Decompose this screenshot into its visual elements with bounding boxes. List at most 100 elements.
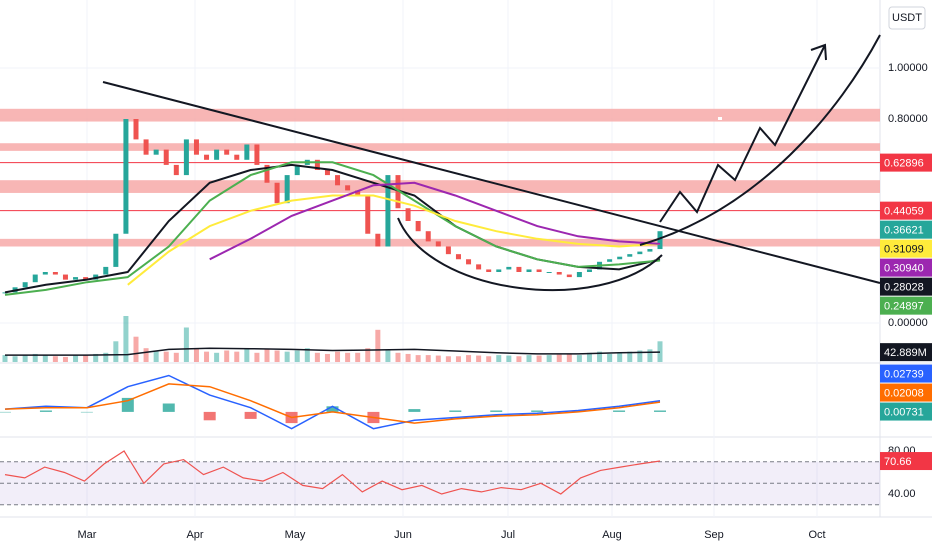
candle (83, 277, 89, 280)
moving-average (127, 194, 661, 286)
candle (143, 139, 149, 155)
candle (173, 164, 179, 176)
macd-histogram (449, 410, 462, 412)
x-tick-label: Jun (394, 529, 412, 541)
candle (345, 185, 351, 191)
price-label-box (880, 383, 932, 402)
currency: USDT (892, 12, 922, 24)
price-label: 0.24897 (884, 301, 924, 313)
volume-bar (42, 355, 48, 362)
macd-histogram (203, 411, 216, 421)
volume-bar (244, 348, 250, 362)
zone (0, 143, 880, 151)
candle (355, 190, 361, 196)
volume-bar (576, 355, 582, 362)
volume-bar (335, 351, 341, 362)
panes (0, 0, 932, 518)
price-label-box (880, 277, 932, 296)
price-label-box (880, 402, 932, 421)
volume-bar (113, 341, 119, 362)
macd-histogram (39, 410, 52, 412)
price-label-box (880, 364, 932, 383)
price-label: 70.66 (884, 456, 912, 468)
macd-histogram (490, 410, 503, 412)
candle (204, 154, 210, 160)
price-label: 0.44059 (884, 206, 924, 218)
volume-bar (627, 351, 633, 362)
zone (0, 180, 880, 193)
volume-bar (123, 316, 129, 362)
candle (375, 233, 381, 247)
x-tick-label: Mar (78, 529, 97, 541)
volume-bar (486, 356, 492, 362)
volume-bar (637, 350, 643, 362)
volume-bar (506, 355, 512, 362)
volume-bar (214, 352, 220, 362)
candle (163, 149, 169, 165)
volume-bar (607, 353, 613, 362)
volume-bar (516, 356, 522, 362)
price-label-box (880, 258, 932, 277)
y-tick-label: 40.00 (888, 488, 916, 500)
candle (335, 175, 341, 186)
x-tick-label: Aug (602, 529, 622, 541)
x-tick-label: May (285, 529, 306, 541)
x-tick-label: Sep (704, 529, 724, 541)
candle (536, 269, 542, 272)
x-tick-label: Apr (186, 529, 203, 541)
volume-bar (204, 351, 210, 362)
macd-histogram (613, 410, 626, 412)
candle (576, 272, 582, 278)
volume-bar (415, 355, 421, 362)
candle (42, 272, 48, 275)
macd-histogram (80, 411, 93, 413)
macd-histogram (0, 411, 11, 413)
cup-curve (397, 217, 663, 291)
volume-bar (556, 354, 562, 362)
candle (617, 256, 623, 260)
candle (294, 164, 300, 176)
candle (466, 259, 472, 265)
volume-bar (435, 355, 441, 362)
volume-bar (536, 355, 542, 362)
axis-labels: Mar Apr May Jun Jul Aug Sep Oct 0.00000 0.80000 1.… (78, 62, 932, 541)
price-label-box (880, 452, 932, 471)
volume-bar (324, 353, 330, 362)
candle (234, 154, 240, 160)
volume-bar (103, 352, 109, 362)
macd-line (4, 374, 661, 430)
rsi-line (4, 450, 661, 495)
price-label: 0.00731 (884, 406, 924, 418)
candle (254, 144, 260, 165)
candle (556, 272, 562, 275)
candle (546, 272, 552, 273)
volume-bar (52, 356, 58, 362)
volume-bar (314, 352, 320, 362)
price-label: 0.02008 (884, 387, 924, 399)
candle (264, 164, 270, 183)
volume-bar (183, 327, 189, 362)
arrow-head (810, 43, 827, 61)
volume-bar (395, 352, 401, 362)
volume-bar (385, 350, 391, 362)
volume-bar (425, 355, 431, 362)
volume-bar (173, 352, 179, 362)
candle (486, 269, 492, 272)
volume-bar (586, 352, 592, 362)
candle (506, 266, 512, 270)
price-label: 0.62896 (884, 158, 924, 170)
candle (284, 175, 290, 204)
volume-bar (405, 353, 411, 362)
candle (607, 259, 613, 262)
candle (224, 149, 230, 155)
macd-histogram (531, 410, 544, 412)
price-label: 0.30940 (884, 263, 924, 275)
volume-bar (12, 356, 18, 362)
candle (395, 175, 401, 209)
candle (637, 251, 643, 255)
volume-bar (365, 348, 371, 362)
candle (32, 274, 38, 283)
projection-curve (639, 34, 881, 246)
